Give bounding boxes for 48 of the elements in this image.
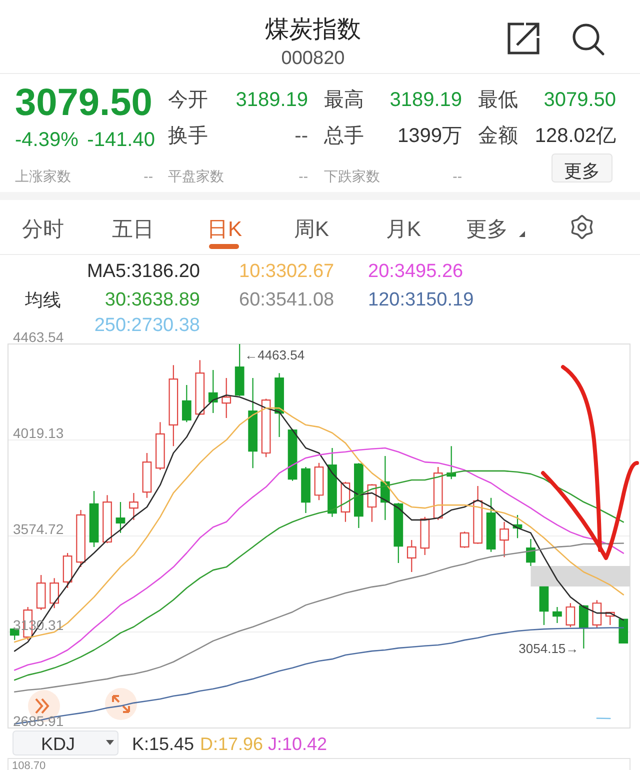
text: --	[298, 168, 308, 184]
text: 3079.50	[15, 82, 152, 124]
text: 总手	[323, 125, 364, 147]
text: 120:3150.19	[368, 290, 474, 310]
text: 煤炭指数	[265, 16, 361, 43]
text: 上涨家数	[15, 168, 71, 184]
text: 金额	[478, 125, 518, 147]
text: 今开	[168, 89, 208, 111]
text: 换手	[168, 125, 208, 147]
text: --	[144, 168, 154, 184]
y-tick-label: 4463.54	[13, 329, 64, 345]
y-tick-label: 4019.13	[13, 425, 64, 441]
text: --	[294, 125, 308, 147]
text: 平盘家数	[168, 168, 224, 184]
annotation: 3054.15→	[518, 640, 579, 656]
text: 分时	[22, 218, 64, 241]
text: 最低	[478, 89, 518, 111]
text: 000820	[281, 48, 345, 69]
text: 108.70	[12, 760, 46, 770]
text: 更多	[466, 218, 508, 241]
text: 月K	[386, 218, 422, 241]
text: MA5:3186.20	[86, 261, 200, 282]
text: 30:3638.89	[104, 290, 200, 310]
text: 250:2730.38	[94, 315, 200, 336]
text: 128.02亿	[534, 125, 616, 147]
text: 3189.19	[390, 89, 462, 111]
text: 20:3495.26	[368, 261, 464, 282]
text: --	[452, 168, 462, 184]
text: 五日	[112, 218, 154, 241]
text: -141.40	[87, 129, 155, 151]
text: D:17.96	[200, 734, 264, 754]
text: -4.39%	[15, 129, 79, 151]
y-tick-label: 3574.72	[13, 521, 64, 537]
text: 1399万	[398, 125, 462, 147]
text: 60:3541.08	[239, 290, 334, 310]
text: 3079.50	[544, 89, 616, 111]
text: K:15.45	[132, 734, 194, 754]
text: 最高	[324, 88, 364, 111]
text: 3189.19	[236, 89, 308, 111]
text: 下跌家数	[324, 168, 380, 184]
text: KDJ	[40, 734, 76, 754]
legend-title: 均线	[24, 290, 61, 310]
text: 10:3302.67	[239, 261, 334, 282]
annotation: ←4463.54	[244, 348, 305, 362]
text: 周K	[294, 218, 330, 241]
text: 更多	[564, 161, 600, 181]
text: 日K	[207, 218, 242, 241]
text: J:10.42	[268, 734, 328, 754]
